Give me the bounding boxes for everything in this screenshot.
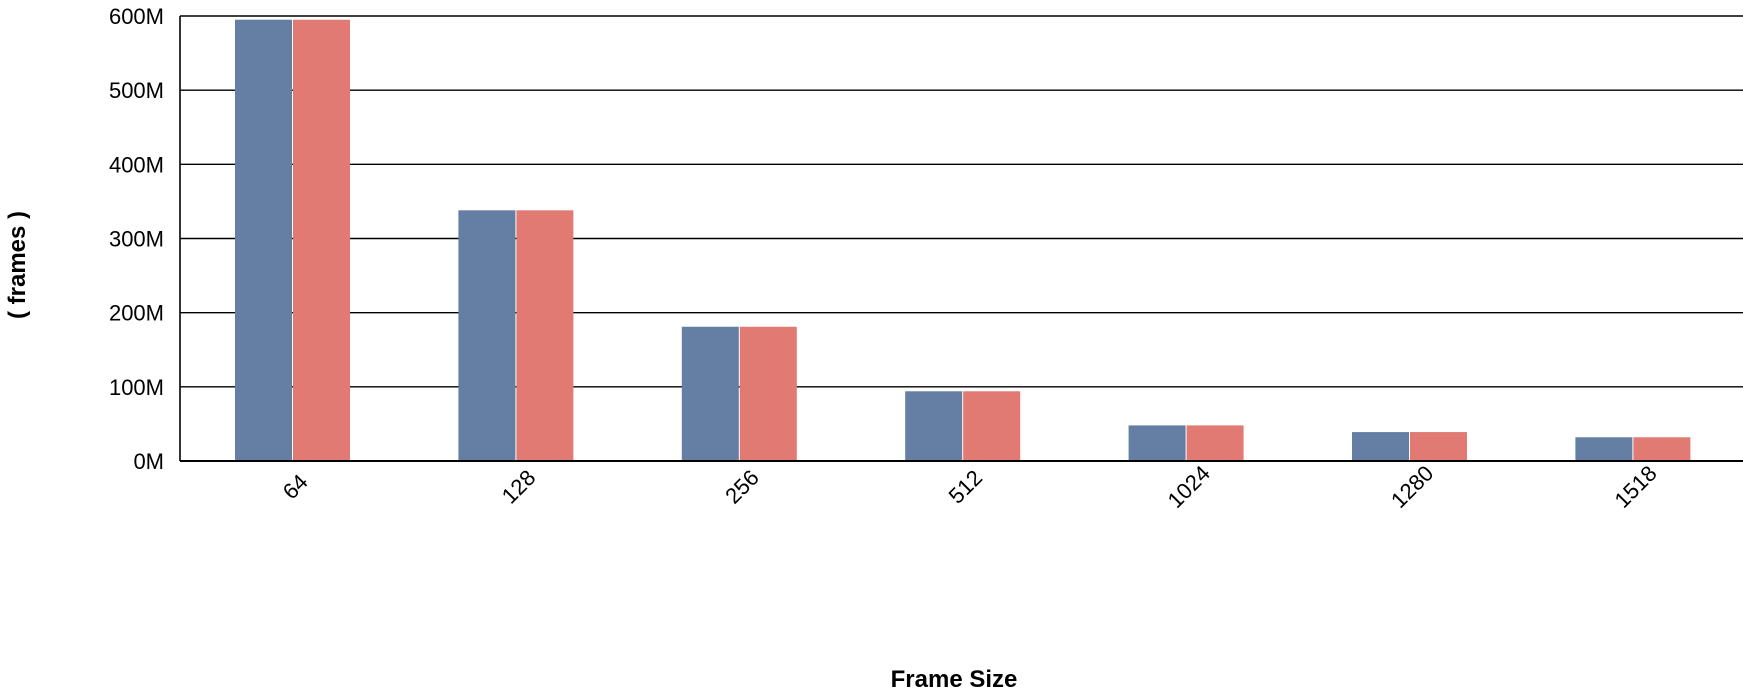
bar: [681, 326, 739, 461]
bar: [1128, 425, 1186, 461]
bar: [1633, 437, 1691, 461]
bar: [739, 326, 797, 461]
bar: [1186, 425, 1244, 461]
x-tick-label: 1518: [1609, 461, 1661, 513]
bar: [293, 19, 350, 461]
y-tick-label: 600M: [109, 4, 164, 29]
x-tick-labels: 64 128 256 512 1024 1280 1518: [278, 461, 1662, 513]
x-tick-label: 1024: [1163, 461, 1215, 513]
bars: [235, 19, 1691, 461]
y-tick-label: 500M: [109, 78, 164, 103]
x-tick-label: 64: [278, 469, 313, 504]
y-tick-label: 0M: [133, 449, 164, 474]
x-tick-label: 512: [944, 465, 988, 509]
bar: [1575, 437, 1633, 461]
x-tick-label: 256: [720, 465, 764, 509]
gridlines: [180, 15, 1743, 388]
bar: [1410, 432, 1467, 461]
bar: [516, 210, 574, 461]
y-tick-labels: 0M 100M 200M 300M 400M 500M 600M: [109, 4, 164, 474]
x-tick-label: 128: [497, 465, 541, 509]
y-tick-label: 100M: [109, 375, 164, 400]
bar: [235, 19, 292, 461]
axes: [179, 16, 1743, 462]
x-axis-title: Frame Size: [891, 666, 1018, 693]
bar: [963, 391, 1021, 461]
bar: [458, 210, 516, 461]
x-tick-label: 1280: [1386, 461, 1438, 513]
y-axis-title: ( frames ): [4, 211, 31, 319]
bar: [905, 391, 963, 461]
y-tick-label: 200M: [109, 301, 164, 326]
y-tick-label: 300M: [109, 227, 164, 252]
bar: [1352, 432, 1409, 461]
y-tick-label: 400M: [109, 152, 164, 177]
